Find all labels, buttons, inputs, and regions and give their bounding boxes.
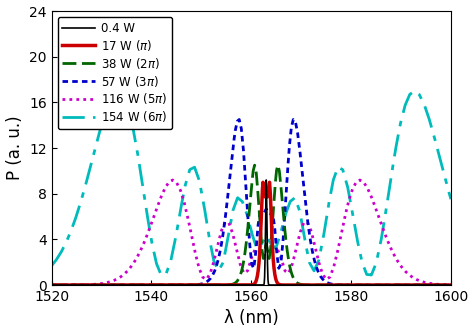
38 W (2$\pi$) (117, 283, 122, 287)
57 W (3$\pi$) (237, 118, 242, 122)
0.4 W (219, 283, 225, 287)
116 W (5$\pi$) (223, 220, 228, 224)
17 W ($\pi$) (223, 283, 228, 287)
Line: 38 W (2$\pi$): 38 W (2$\pi$) (27, 165, 474, 285)
0.4 W (24, 283, 29, 287)
38 W (2$\pi$) (223, 283, 228, 287)
116 W (5$\pi$) (361, 180, 367, 184)
Line: 57 W (3$\pi$): 57 W (3$\pi$) (27, 120, 474, 285)
Line: 0.4 W: 0.4 W (27, 180, 474, 285)
Line: 154 W (6$\pi$): 154 W (6$\pi$) (27, 91, 474, 281)
0.4 W (51, 283, 56, 287)
116 W (5$\pi$) (357, 178, 363, 182)
154 W (6$\pi$) (219, 263, 225, 267)
38 W (2$\pi$) (252, 163, 257, 167)
116 W (5$\pi$) (24, 283, 29, 287)
0.4 W (223, 283, 228, 287)
38 W (2$\pi$) (361, 283, 367, 287)
17 W ($\pi$) (24, 283, 29, 287)
57 W (3$\pi$) (24, 283, 29, 287)
Y-axis label: P (a. u.): P (a. u.) (6, 116, 24, 180)
154 W (6$\pi$) (411, 89, 417, 93)
0.4 W (264, 178, 269, 182)
116 W (5$\pi$) (219, 228, 225, 232)
0.4 W (361, 283, 367, 287)
154 W (6$\pi$) (361, 265, 367, 269)
0.4 W (451, 283, 456, 287)
17 W ($\pi$) (361, 283, 367, 287)
38 W (2$\pi$) (245, 231, 250, 235)
X-axis label: λ (nm): λ (nm) (224, 309, 279, 327)
0.4 W (245, 283, 250, 287)
57 W (3$\pi$) (223, 214, 228, 218)
57 W (3$\pi$) (24, 283, 30, 287)
57 W (3$\pi$) (451, 283, 456, 287)
116 W (5$\pi$) (245, 269, 250, 273)
17 W ($\pi$) (267, 180, 273, 184)
57 W (3$\pi$) (361, 283, 367, 287)
17 W ($\pi$) (451, 283, 456, 287)
154 W (6$\pi$) (24, 279, 29, 283)
38 W (2$\pi$) (24, 283, 29, 287)
Legend: 0.4 W, 17 W ($\pi$), 38 W (2$\pi$), 57 W (3$\pi$), 116 W (5$\pi$), 154 W (6$\pi$: 0.4 W, 17 W ($\pi$), 38 W (2$\pi$), 57 W… (58, 17, 172, 129)
Line: 116 W (5$\pi$): 116 W (5$\pi$) (27, 180, 474, 285)
57 W (3$\pi$) (219, 240, 225, 244)
154 W (6$\pi$) (245, 213, 250, 217)
17 W ($\pi$) (219, 283, 225, 287)
38 W (2$\pi$) (451, 283, 456, 287)
154 W (6$\pi$) (451, 206, 456, 210)
154 W (6$\pi$) (223, 249, 228, 253)
57 W (3$\pi$) (245, 209, 250, 213)
Line: 17 W ($\pi$): 17 W ($\pi$) (27, 182, 474, 285)
116 W (5$\pi$) (451, 283, 456, 287)
38 W (2$\pi$) (219, 283, 225, 287)
17 W ($\pi$) (245, 283, 250, 287)
